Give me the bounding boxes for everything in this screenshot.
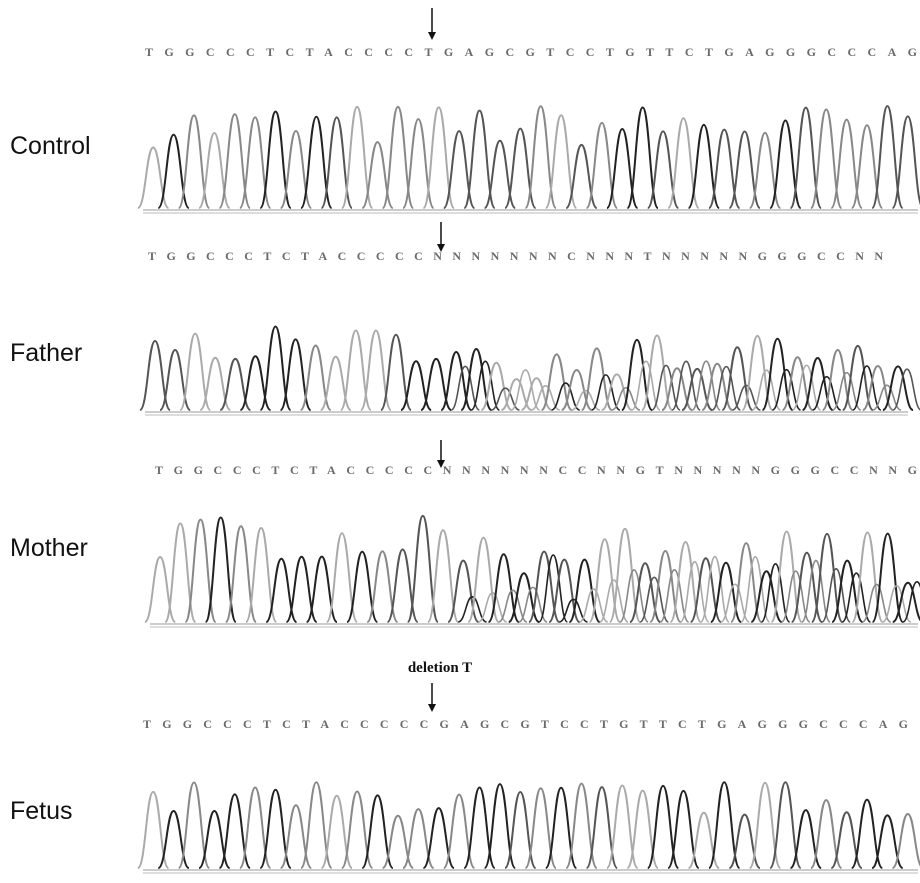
trace-peak bbox=[423, 808, 454, 868]
sample-label: Fetus bbox=[10, 797, 73, 825]
arrow-head bbox=[428, 704, 436, 712]
trace-peak bbox=[138, 147, 169, 208]
trace-peak bbox=[281, 131, 312, 208]
trace-peak bbox=[307, 557, 337, 622]
trace-peak bbox=[505, 792, 536, 868]
trace-peak bbox=[464, 787, 495, 868]
trace-peak bbox=[750, 133, 781, 208]
sequence: TGGCCCTCTACCCCCNNNNNNNCNNNTNNNNNGGGCCNN bbox=[148, 249, 883, 263]
sequence: TGGCCCTCTACCCCTGAGCGTCCTGTTCTGAGGGCCCAG bbox=[145, 45, 917, 59]
trace-peak bbox=[219, 794, 250, 868]
arrow-head bbox=[428, 32, 436, 40]
trace-peak bbox=[444, 131, 475, 208]
trace-peak bbox=[872, 815, 903, 868]
trace-peak bbox=[627, 791, 658, 868]
trace-peak bbox=[321, 796, 352, 868]
trace-peak bbox=[505, 129, 536, 208]
figure: deletion T Control TGGCCCTCTACCCCTGAGCGTC… bbox=[0, 0, 920, 883]
trace-peak bbox=[321, 117, 352, 208]
trace-peak bbox=[160, 350, 190, 410]
trace-peak bbox=[403, 809, 434, 868]
trace-peak bbox=[301, 117, 332, 208]
trace-peak bbox=[546, 788, 577, 868]
trace-peak bbox=[549, 560, 579, 622]
trace-peak bbox=[347, 552, 377, 622]
trace-peak bbox=[831, 812, 862, 868]
trace-peak bbox=[722, 347, 752, 410]
trace-peak bbox=[750, 783, 781, 868]
trace-peak bbox=[770, 120, 801, 208]
trace-peak bbox=[444, 795, 475, 868]
trace-peak bbox=[281, 805, 312, 868]
trace-peak bbox=[185, 520, 215, 622]
annotation: deletion T bbox=[408, 660, 472, 676]
trace-peak bbox=[165, 524, 195, 622]
sequence: TGGCCCTCTACCCCCGAGCGTCCTGTTCTGAGGGCCCAG bbox=[143, 717, 908, 731]
trace-peak bbox=[403, 119, 434, 208]
sample-label: Father bbox=[10, 339, 82, 367]
sample-label: Control bbox=[10, 132, 91, 160]
trace-peak bbox=[383, 816, 414, 868]
trace-peak bbox=[240, 117, 271, 208]
trace-peak bbox=[525, 788, 556, 868]
trace-peak bbox=[852, 125, 883, 208]
trace-peak bbox=[341, 330, 371, 410]
trace-peak bbox=[421, 359, 451, 410]
trace-peak bbox=[158, 135, 189, 208]
trace-peak bbox=[220, 359, 250, 410]
sample-label: Mother bbox=[10, 534, 88, 562]
trace-peak bbox=[286, 557, 316, 622]
trace-peak bbox=[587, 787, 618, 868]
trace-peak bbox=[893, 116, 920, 208]
trace-peak bbox=[607, 129, 638, 208]
sequence: TGGCCCTCTACCCCCNNNNNNCCNNGTNNNNNGGGCCNNG bbox=[155, 463, 917, 477]
trace-peak bbox=[367, 551, 397, 622]
trace-peak bbox=[199, 133, 230, 208]
trace-peak bbox=[893, 814, 920, 868]
trace-peak bbox=[648, 131, 679, 208]
